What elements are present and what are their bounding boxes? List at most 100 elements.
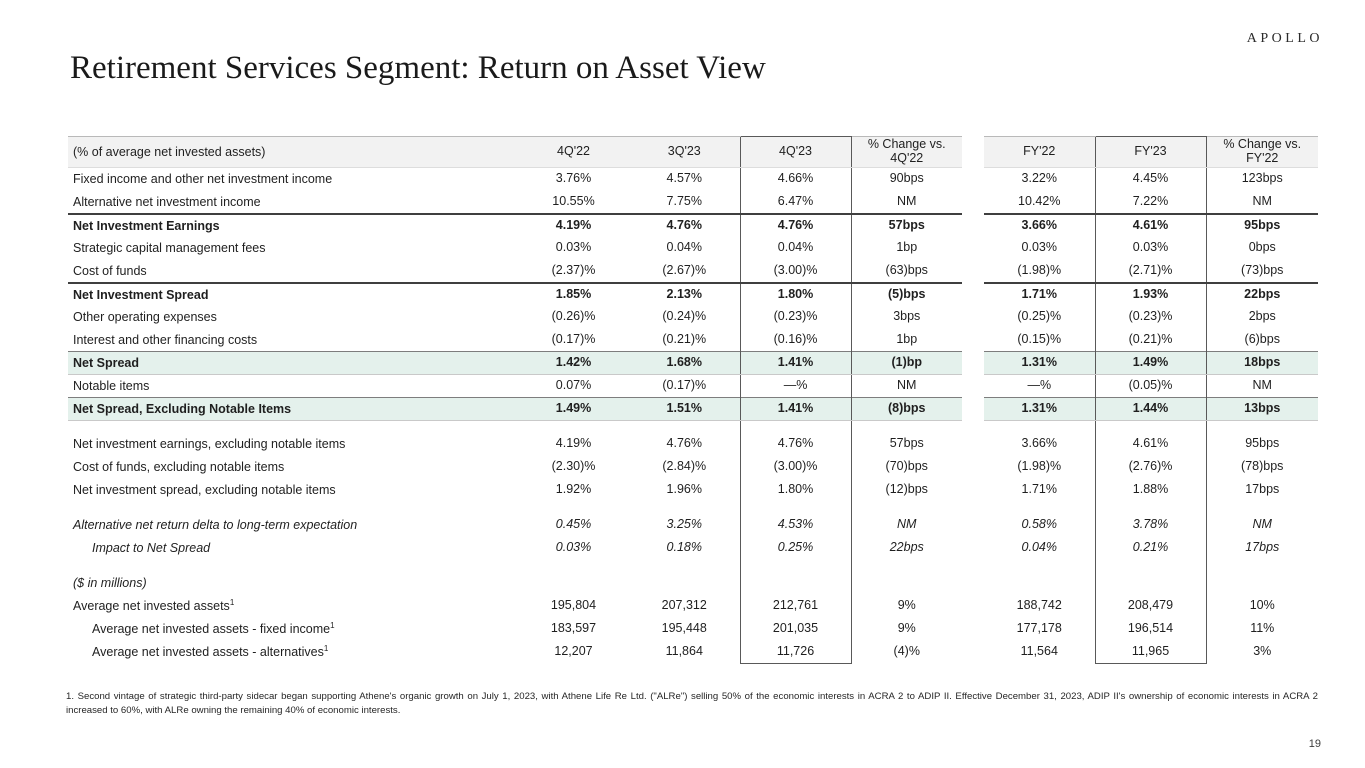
col-header-3q23: 3Q'23 <box>629 136 740 168</box>
column-gap <box>962 479 984 502</box>
table-cell: (0.21)% <box>662 331 707 346</box>
table-cell: 57bps <box>851 212 962 237</box>
table-cell <box>629 502 740 514</box>
table-row: Alternative net return delta to long-ter… <box>68 513 1318 537</box>
row-label: Net Investment Earnings <box>68 212 518 237</box>
table-cell: 0.25% <box>739 536 852 560</box>
spacer-row <box>68 559 1318 572</box>
table-row: Alternative net investment income 10.55% 7… <box>68 190 1318 214</box>
table-cell: 22bps <box>889 540 924 555</box>
table-cell: 0.04% <box>666 240 702 255</box>
table-cell: (70)bps <box>885 459 928 474</box>
table-cell: 1.41% <box>739 397 852 421</box>
table-cell: 4.19% <box>518 212 629 237</box>
row-label: Other operating expenses <box>73 310 217 324</box>
table-cell <box>851 421 962 433</box>
table-cell: 1.68% <box>629 351 740 375</box>
table-cell: (73)bps <box>1241 262 1284 277</box>
table-cell: (0.17)% <box>551 331 596 346</box>
table-cell: 7.75% <box>666 193 702 208</box>
table-cell: 4.53% <box>739 513 852 537</box>
table-cell: (4)% <box>893 644 920 659</box>
column-gap <box>962 572 984 595</box>
table-cell: (2.37)% <box>551 262 596 277</box>
table-cell: 10.42% <box>1018 193 1061 208</box>
table-cell: 95bps <box>1206 212 1318 237</box>
table-cell: (78)bps <box>1241 459 1284 474</box>
table-cell <box>739 559 852 572</box>
table-cell: 4.45% <box>1094 167 1207 191</box>
table-cell: 3bps <box>893 309 921 324</box>
table-cell: 18bps <box>1206 351 1318 375</box>
table-cell: 2bps <box>1248 309 1276 324</box>
column-gap <box>962 214 984 237</box>
column-gap <box>962 306 984 329</box>
col-header-fy23: FY'23 <box>1094 136 1207 168</box>
table-cell: 188,742 <box>1016 598 1062 613</box>
table-cell: 6.47% <box>739 190 852 214</box>
table-cell: 17bps <box>1245 540 1280 555</box>
row-label: Net Spread, Excluding Notable Items <box>68 397 518 421</box>
col-header-4q23: 4Q'23 <box>739 136 852 168</box>
table-cell: 3.76% <box>555 171 592 186</box>
table-cell: 1.88% <box>1094 478 1207 502</box>
table-cell: (0.21)% <box>1094 328 1207 352</box>
row-label: Notable items <box>73 379 150 393</box>
table-cell <box>518 502 629 514</box>
table-cell: 207,312 <box>661 598 707 613</box>
table-cell: (2.30)% <box>551 459 596 474</box>
table-cell <box>629 560 740 572</box>
row-label <box>68 502 518 514</box>
column-gap <box>962 168 984 191</box>
table-cell: 1.49% <box>518 397 629 421</box>
table-cell <box>984 421 1095 433</box>
column-gap <box>962 421 984 433</box>
table-cell <box>739 571 852 595</box>
col-header-4q22: 4Q'22 <box>518 136 629 168</box>
table-cell <box>1094 420 1207 433</box>
table-cell: 9% <box>897 621 916 636</box>
table-cell: (3.00)% <box>739 259 852 283</box>
table-cell: 0.45% <box>555 517 592 532</box>
row-label <box>68 421 518 433</box>
table-cell: 10% <box>1249 598 1275 613</box>
header-row: (% of average net invested assets) 4Q'22… <box>68 136 1318 168</box>
table-cell: 1.31% <box>984 351 1095 375</box>
column-gap <box>962 641 984 664</box>
table-cell: 212,761 <box>739 594 852 618</box>
row-label: Strategic capital management fees <box>73 241 266 255</box>
table-body: Fixed income and other net investment in… <box>68 167 1318 664</box>
table-cell: 195,804 <box>550 598 597 613</box>
table-cell <box>1206 502 1318 514</box>
column-gap <box>962 537 984 560</box>
table-cell: 3.66% <box>984 212 1095 237</box>
table-cell: 0.03% <box>555 240 592 255</box>
table-row: Notable items 0.07% (0.17)% —% NM —% (0.05)% NM <box>68 374 1318 398</box>
table-row: Average net invested assets1 195,804 207,3… <box>68 594 1318 618</box>
table-cell: (2.84)% <box>662 459 707 474</box>
table-cell: 1bp <box>896 331 918 346</box>
table-cell <box>1094 501 1207 514</box>
table-cell: (3.00)% <box>739 455 852 479</box>
table-cell <box>984 502 1095 514</box>
table-cell: 13bps <box>1206 397 1318 421</box>
column-gap <box>962 618 984 641</box>
table-cell: 10.55% <box>552 193 595 208</box>
row-label: ($ in millions) <box>73 576 147 590</box>
table-row: Interest and other financing costs (0.17)… <box>68 328 1318 352</box>
table-cell: 183,597 <box>550 621 597 636</box>
page-title: Retirement Services Segment: Return on A… <box>70 50 766 86</box>
table-row: Cost of funds, excluding notable items (2… <box>68 455 1318 479</box>
table-row: Average net invested assets - alternativ… <box>68 640 1318 664</box>
table-row: Cost of funds (2.37)% (2.67)% (3.00)% (63)bp… <box>68 259 1318 283</box>
table-row: Average net invested assets - fixed inco… <box>68 617 1318 641</box>
table-cell: 11,864 <box>665 644 703 659</box>
table-cell <box>518 421 629 433</box>
table-cell: 0bps <box>1248 240 1276 255</box>
table-row: ($ in millions) <box>68 571 1318 595</box>
table-cell: 177,178 <box>1016 621 1062 636</box>
col-header-change-4q22: % Change vs. 4Q'22 <box>851 136 962 168</box>
table-cell: 1.96% <box>666 482 702 497</box>
table-cell: (0.26)% <box>551 309 596 324</box>
